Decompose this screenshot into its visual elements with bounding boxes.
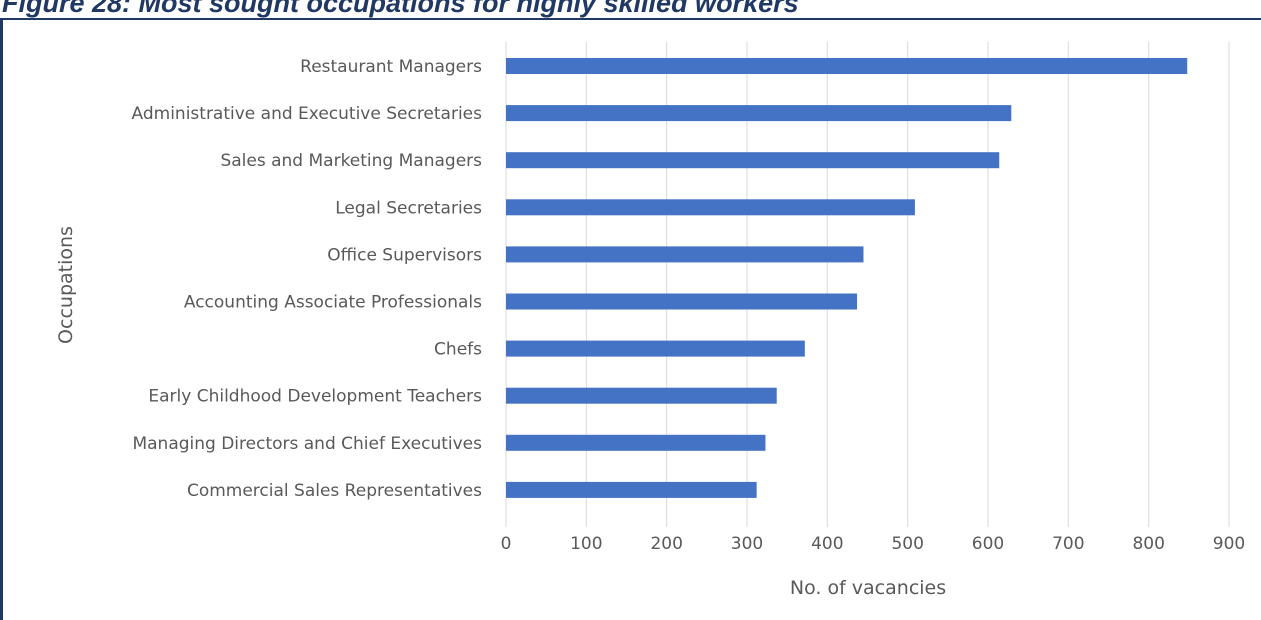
x-tick-label: 600 <box>972 534 1004 554</box>
x-tick-label: 200 <box>650 534 682 554</box>
bar <box>506 387 777 404</box>
bar <box>506 340 805 357</box>
x-tick-label: 400 <box>811 534 843 554</box>
x-tick-label: 800 <box>1132 534 1164 554</box>
x-tick-label: 0 <box>501 534 512 554</box>
bar <box>506 246 864 263</box>
category-label: Administrative and Executive Secretaries <box>132 104 483 124</box>
bar <box>506 293 858 310</box>
category-label: Accounting Associate Professionals <box>184 293 482 313</box>
gridlines <box>505 42 1230 527</box>
y-axis-title: Occupations <box>55 226 77 344</box>
category-label: Restaurant Managers <box>300 57 482 77</box>
category-label: Commercial Sales Representatives <box>187 481 482 501</box>
category-label: Chefs <box>434 340 482 360</box>
bars <box>506 58 1188 498</box>
bar <box>506 199 915 216</box>
bar <box>506 105 1012 122</box>
category-label: Office Supervisors <box>327 245 482 265</box>
bar-chart: Restaurant Managers Administrative and Ex… <box>55 42 1246 599</box>
category-labels: Restaurant Managers Administrative and Ex… <box>132 57 483 501</box>
chart-frame: Restaurant Managers Administrative and Ex… <box>0 18 1261 620</box>
x-tick-labels: 0 100 200 300 400 500 600 700 800 900 <box>501 534 1246 554</box>
x-tick-label: 700 <box>1052 534 1084 554</box>
bar <box>506 152 1000 169</box>
x-tick-label: 100 <box>570 534 602 554</box>
bar <box>506 481 757 498</box>
x-axis-title: No. of vacancies <box>790 577 946 599</box>
bar <box>506 58 1188 74</box>
category-label: Managing Directors and Chief Executives <box>132 434 482 454</box>
x-tick-label: 300 <box>731 534 763 554</box>
x-tick-label: 900 <box>1213 534 1245 554</box>
category-label: Sales and Marketing Managers <box>220 151 482 171</box>
figure-title: Figure 28: Most sought occupations for h… <box>2 0 799 18</box>
x-tick-label: 500 <box>891 534 923 554</box>
category-label: Early Childhood Development Teachers <box>148 387 482 407</box>
bar <box>506 434 766 451</box>
category-label: Legal Secretaries <box>335 198 482 218</box>
